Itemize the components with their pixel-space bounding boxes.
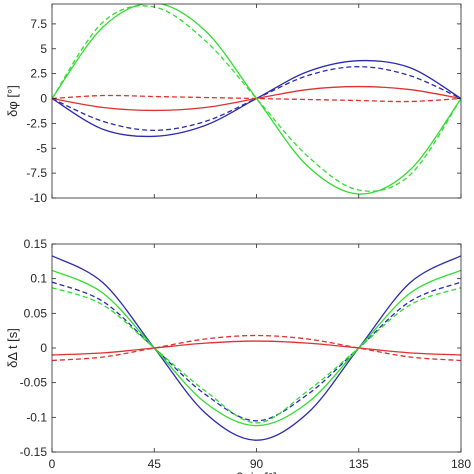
y-tick-label: -0.1 <box>26 410 47 424</box>
series-line-2 <box>52 281 461 422</box>
x-tick-label: 45 <box>148 457 162 471</box>
series-line-5 <box>52 340 461 356</box>
y-tick-label: -0.05 <box>20 376 48 390</box>
x-tick-label: 135 <box>349 457 369 471</box>
y-tick-label: 0.15 <box>24 237 48 251</box>
x-tick-label: 180 <box>451 457 471 471</box>
y-tick-label: -7.5 <box>26 166 47 180</box>
y-axis-label: δφ [°] <box>5 85 20 117</box>
chart-top: -10 -7.5 -5 -2.5 0 2.5 5 7.5 δφ [°] <box>5 3 462 205</box>
chart-bottom: -0.15 -0.1 -0.05 0 0.05 0.1 0.15 0 45 90 135 180 δΔ … <box>5 237 471 474</box>
y-tick-label: -5 <box>36 141 47 155</box>
y-tick-label: 2.5 <box>30 67 47 81</box>
series-line-1 <box>52 255 461 441</box>
y-tick-label: 5 <box>40 42 47 56</box>
y-tick-label: 0.1 <box>30 272 47 286</box>
series-line-6 <box>52 334 461 362</box>
y-tick-label: -0.15 <box>20 445 48 459</box>
y-axis-label: δΔ t [s] <box>5 328 20 368</box>
y-tick-label: 0 <box>40 92 47 106</box>
series-line-3 <box>52 269 461 427</box>
series-group <box>52 4 461 195</box>
x-axis-label: β_in [°] <box>236 470 277 474</box>
x-tick-label: 0 <box>49 457 56 471</box>
y-tick-label: 7.5 <box>30 17 47 31</box>
y-tick-label: 0 <box>40 341 47 355</box>
y-tick-label: 0.05 <box>24 306 48 320</box>
x-tick-label: 90 <box>250 457 264 471</box>
series-line-5 <box>52 4 461 195</box>
y-tick-label: -2.5 <box>26 116 47 130</box>
y-tick-label: -10 <box>30 191 48 205</box>
series-group <box>52 255 461 441</box>
series-line-4 <box>52 287 461 424</box>
